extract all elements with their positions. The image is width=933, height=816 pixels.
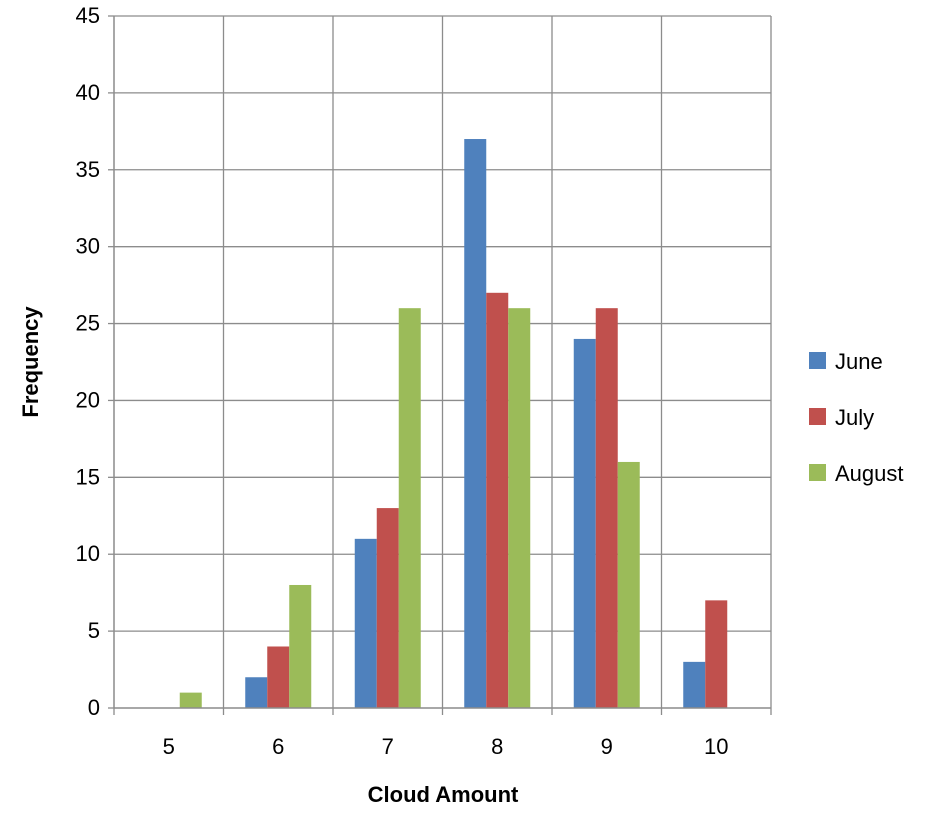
bar-june-7 xyxy=(354,538,377,708)
bar-july-7 xyxy=(376,508,399,708)
bar-july-6 xyxy=(267,646,290,708)
y-tick-label: 40 xyxy=(76,80,100,105)
y-tick-label: 25 xyxy=(76,311,100,336)
grid xyxy=(114,15,772,708)
bar-june-9 xyxy=(573,338,596,708)
y-tick-label: 30 xyxy=(76,234,100,259)
x-tick-label: 10 xyxy=(704,734,728,759)
x-tick-label: 8 xyxy=(491,734,503,759)
y-tick-label: 35 xyxy=(76,157,100,182)
x-tick-label: 9 xyxy=(601,734,613,759)
bar-july-9 xyxy=(595,308,618,708)
y-tick-labels: 0 5 10 15 20 25 30 35 40 45 xyxy=(76,3,100,720)
y-tick-label: 15 xyxy=(76,464,100,489)
y-axis-title: Frequency xyxy=(18,306,43,418)
bar-june-10 xyxy=(683,661,706,708)
x-axis-title: Cloud Amount xyxy=(368,782,519,807)
legend: June July August xyxy=(809,349,904,486)
bar-july-10 xyxy=(705,600,728,708)
bar-august-7 xyxy=(398,308,421,708)
legend-swatch-june xyxy=(809,352,826,369)
bar-august-9 xyxy=(617,461,640,708)
y-tick-label: 5 xyxy=(88,618,100,643)
y-tick-label: 0 xyxy=(88,695,100,720)
legend-label-july: July xyxy=(835,405,874,430)
bar-august-5 xyxy=(179,692,202,708)
x-tick-label: 7 xyxy=(382,734,394,759)
bar-july-8 xyxy=(486,292,509,708)
bar-june-6 xyxy=(245,677,268,708)
legend-label-june: June xyxy=(835,349,883,374)
x-tick-label: 6 xyxy=(272,734,284,759)
legend-swatch-august xyxy=(809,464,826,481)
y-tick-label: 20 xyxy=(76,387,100,412)
legend-label-august: August xyxy=(835,461,904,486)
bar-august-6 xyxy=(289,584,312,708)
bar-june-8 xyxy=(464,139,487,708)
bars xyxy=(179,139,728,708)
x-tick-label: 5 xyxy=(163,734,175,759)
axes xyxy=(108,15,772,715)
legend-swatch-july xyxy=(809,408,826,425)
y-tick-label: 10 xyxy=(76,541,100,566)
bar-august-8 xyxy=(508,308,531,708)
y-tick-label: 45 xyxy=(76,3,100,28)
x-tick-labels: 5 6 7 8 9 10 xyxy=(163,734,729,759)
